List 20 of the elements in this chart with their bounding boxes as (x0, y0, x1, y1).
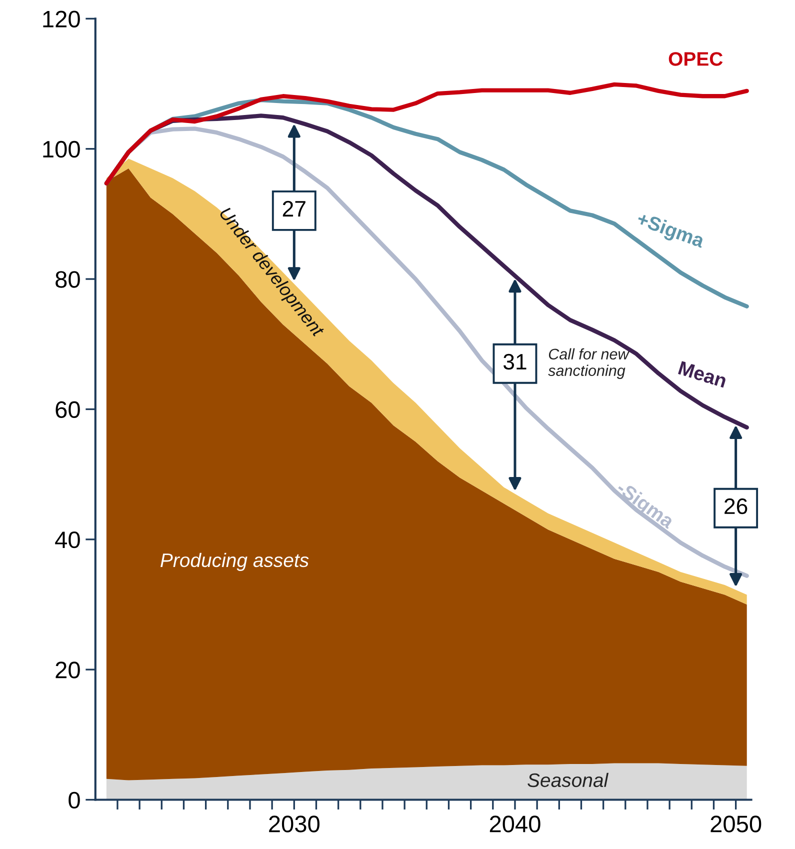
y-tick-label: 40 (55, 531, 80, 548)
annotation: 31 (503, 354, 526, 370)
x-tick-label: 2030 (269, 816, 320, 832)
y-tick-label: 100 (43, 140, 80, 158)
y-tick-label: 60 (56, 401, 80, 418)
annotation: 26 (724, 498, 748, 514)
x-tick-label: 2050 (710, 816, 762, 832)
series-label: OPEC (668, 52, 723, 66)
annotation: 27 (282, 200, 306, 216)
series-label: Producing assets (160, 552, 309, 571)
y-tick-label: 0 (68, 792, 80, 809)
text: +Sigma (634, 211, 706, 252)
y-tick-label: 80 (56, 271, 80, 288)
y-tick-label: 120 (43, 10, 80, 28)
series-label: Seasonal (528, 772, 609, 788)
text: Mean (678, 361, 728, 388)
annotation: Call for new sanctioning (548, 348, 630, 380)
x-tick-label: 2040 (490, 816, 540, 832)
y-tick-label: 20 (56, 662, 80, 678)
line-series (104, 82, 749, 186)
